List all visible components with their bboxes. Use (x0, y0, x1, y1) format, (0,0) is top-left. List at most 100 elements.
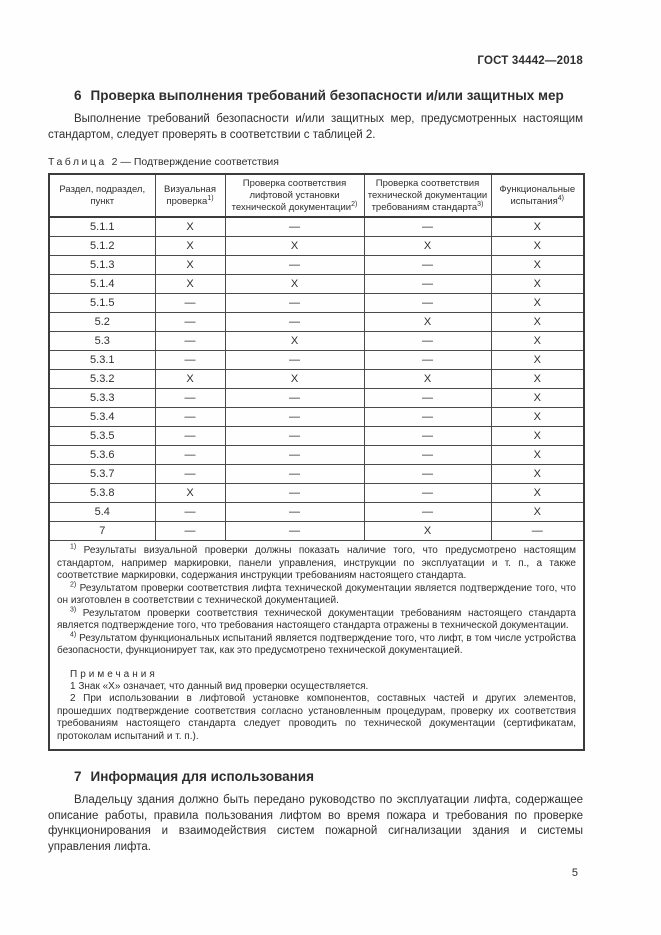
cell-mark: — (224, 464, 365, 484)
cell-mark: Х (490, 274, 585, 294)
table-row: 5.3.7— — — Х (48, 464, 585, 484)
cell-mark: Х (224, 331, 365, 351)
cell-mark: — (224, 426, 365, 446)
cell-mark: — (224, 255, 365, 275)
col-header-doc-standard-check: Проверка соответствия технической докуме… (363, 173, 492, 218)
cell-mark: Х (363, 369, 492, 389)
cell-mark: — (154, 445, 226, 465)
section-7-text: Информация для использования (90, 769, 314, 784)
table-row: 5.3.6— — — Х (48, 445, 585, 465)
cell-mark: — (224, 483, 365, 503)
cell-mark: Х (490, 350, 585, 370)
cell-mark: Х (154, 274, 226, 294)
cell-section-ref: 5.1.3 (48, 255, 156, 275)
cell-mark: — (224, 502, 365, 522)
cell-mark: — (154, 521, 226, 541)
section-7-paragraph: Владельцу здания должно быть передано ру… (48, 794, 583, 853)
table-footnote: 1) Результаты визуальной проверки должны… (57, 543, 576, 581)
cell-mark: Х (490, 502, 585, 522)
cell-mark: — (154, 502, 226, 522)
cell-mark: Х (154, 216, 226, 237)
cell-mark: Х (224, 274, 365, 294)
cell-mark: — (154, 388, 226, 408)
cell-mark: Х (490, 216, 585, 237)
cell-mark: Х (490, 388, 585, 408)
table-row: 5.3.4— — — Х (48, 407, 585, 427)
table-caption-word: Таблица (48, 156, 107, 168)
cell-section-ref: 5.3 (48, 331, 156, 351)
cell-mark: Х (490, 369, 585, 389)
cell-mark: Х (363, 521, 492, 541)
cell-mark: Х (490, 426, 585, 446)
cell-mark: Х (224, 236, 365, 256)
compliance-table: Раздел, подраздел, пункт Визуальная пров… (48, 173, 585, 751)
cell-mark: — (363, 464, 492, 484)
section-7-title: 7 Информация для использования (74, 769, 583, 784)
section-6-number: 6 (74, 88, 82, 103)
cell-section-ref: 5.1.1 (48, 216, 156, 237)
cell-mark: — (363, 426, 492, 446)
cell-mark: — (224, 293, 365, 313)
cell-mark: Х (490, 293, 585, 313)
table-row: 5.3.1— — — Х (48, 350, 585, 370)
cell-mark: — (154, 426, 226, 446)
table-caption-rest: 2 — Подтверждение соответствия (111, 156, 279, 168)
table-row: 5.4— — — Х (48, 502, 585, 522)
section-6-text: Проверка выполнения требований безопасно… (90, 88, 564, 103)
page-number: 5 (571, 867, 578, 879)
cell-mark: Х (490, 331, 585, 351)
table-header-row: Раздел, подраздел, пункт Визуальная пров… (48, 173, 585, 218)
cell-mark: — (224, 350, 365, 370)
cell-mark: Х (154, 236, 226, 256)
cell-mark: Х (490, 483, 585, 503)
cell-section-ref: 5.4 (48, 502, 156, 522)
cell-mark: Х (154, 369, 226, 389)
cell-mark: — (224, 216, 365, 237)
cell-mark: — (363, 293, 492, 313)
footnotes-block: 1) Результаты визуальной проверки должны… (57, 543, 576, 658)
cell-mark: Х (363, 236, 492, 256)
table-body: 5.1.1 Х — — Х 5.1.2 Х Х Х Х 5.1.3 Х — — Х 5.1.4 Х Х — Х 5.1.… (48, 216, 585, 541)
cell-mark: — (154, 350, 226, 370)
notes-title: Примечания (70, 668, 158, 680)
table-row: 5.3.8 Х — — Х (48, 483, 585, 503)
cell-section-ref: 5.3.4 (48, 407, 156, 427)
section-7-number: 7 (74, 769, 82, 784)
cell-section-ref: 5.3.2 (48, 369, 156, 389)
cell-mark: — (154, 464, 226, 484)
cell-mark: — (154, 407, 226, 427)
table-footnote: 3) Результатом проверки соответствия тех… (57, 606, 576, 631)
cell-mark: Х (363, 312, 492, 332)
cell-mark: Х (154, 483, 226, 503)
cell-section-ref: 5.1.2 (48, 236, 156, 256)
cell-mark: — (363, 388, 492, 408)
cell-section-ref: 5.3.8 (48, 483, 156, 503)
table-row: 7— — Х — (48, 521, 585, 541)
table-row: 5.3.2 Х Х Х Х (48, 369, 585, 389)
cell-mark: — (363, 255, 492, 275)
cell-mark: Х (490, 464, 585, 484)
table-footnote-cell: 1) Результаты визуальной проверки должны… (48, 540, 585, 751)
table-footnote-row: 1) Результаты визуальной проверки должны… (48, 540, 585, 751)
table-row: 5.3.3— — — Х (48, 388, 585, 408)
cell-mark: Х (490, 445, 585, 465)
cell-section-ref: 5.1.4 (48, 274, 156, 294)
table-row: 5.2— — Х Х (48, 312, 585, 332)
cell-section-ref: 5.3.1 (48, 350, 156, 370)
cell-mark: Х (490, 236, 585, 256)
cell-mark: — (224, 445, 365, 465)
table-footnote: 4) Результатом функциональных испытаний … (57, 631, 576, 656)
cell-mark: — (224, 407, 365, 427)
cell-mark: — (363, 216, 492, 237)
cell-mark: Х (154, 255, 226, 275)
cell-mark: — (224, 521, 365, 541)
table-row: 5.1.5— — — Х (48, 293, 585, 313)
table-caption: Таблица 2 — Подтверждение соответствия (48, 156, 583, 168)
notes-block: 1 Знак «Х» означает, что данный вид пров… (57, 681, 576, 744)
cell-mark: Х (224, 369, 365, 389)
cell-section-ref: 5.3.3 (48, 388, 156, 408)
cell-mark: — (363, 331, 492, 351)
cell-section-ref: 5.1.5 (48, 293, 156, 313)
col-header-functional-tests: Функциональные испытания4) (490, 173, 585, 218)
table-row: 5.1.2 Х Х Х Х (48, 236, 585, 256)
